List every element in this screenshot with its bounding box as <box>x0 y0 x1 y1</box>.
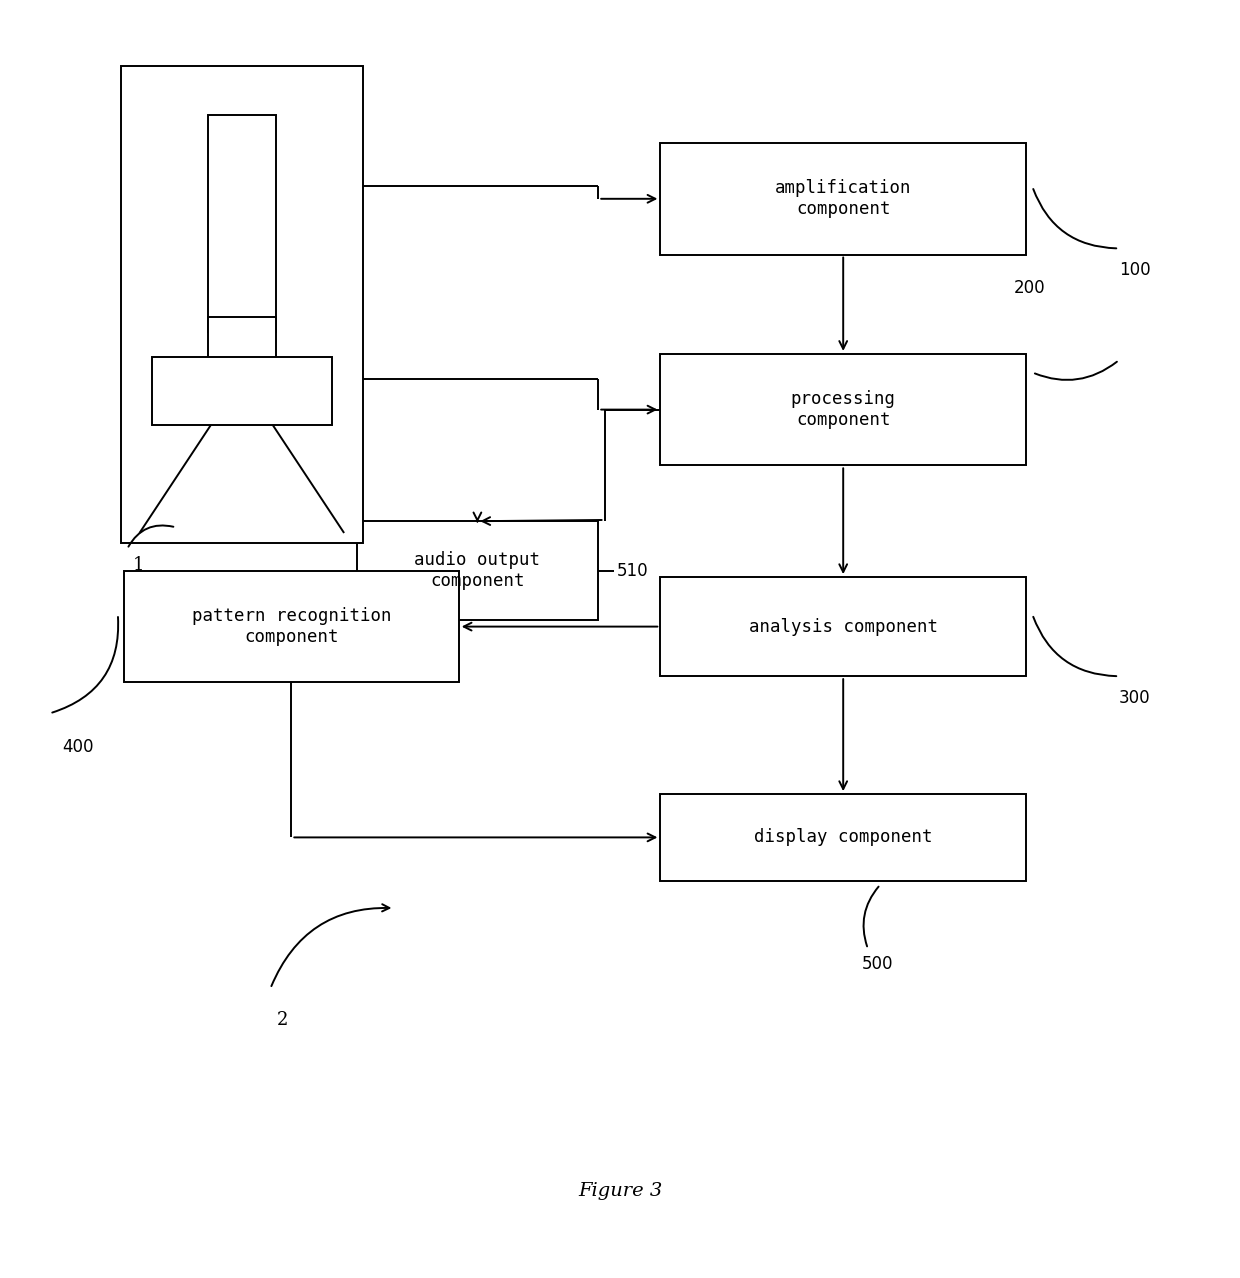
Text: 200: 200 <box>1014 280 1045 298</box>
FancyBboxPatch shape <box>661 794 1027 881</box>
FancyBboxPatch shape <box>661 354 1027 465</box>
Text: 500: 500 <box>862 955 893 974</box>
Text: pattern recognition
component: pattern recognition component <box>192 607 391 645</box>
FancyBboxPatch shape <box>151 357 332 426</box>
Text: 2: 2 <box>277 1011 289 1029</box>
Text: 1: 1 <box>133 556 145 574</box>
Text: 400: 400 <box>62 739 93 757</box>
FancyBboxPatch shape <box>208 317 275 367</box>
Text: display component: display component <box>754 828 932 846</box>
FancyBboxPatch shape <box>661 576 1027 676</box>
Text: audio output
component: audio output component <box>414 551 541 590</box>
Text: 510: 510 <box>618 562 649 580</box>
Text: analysis component: analysis component <box>749 617 937 635</box>
FancyBboxPatch shape <box>122 65 362 543</box>
Text: Figure 3: Figure 3 <box>578 1182 662 1200</box>
FancyBboxPatch shape <box>208 115 275 332</box>
Text: 300: 300 <box>1118 689 1151 707</box>
Text: processing
component: processing component <box>791 390 895 429</box>
Text: 100: 100 <box>1118 261 1151 279</box>
FancyBboxPatch shape <box>357 521 598 620</box>
FancyBboxPatch shape <box>661 143 1027 254</box>
FancyBboxPatch shape <box>124 571 459 682</box>
Text: amplification
component: amplification component <box>775 179 911 219</box>
